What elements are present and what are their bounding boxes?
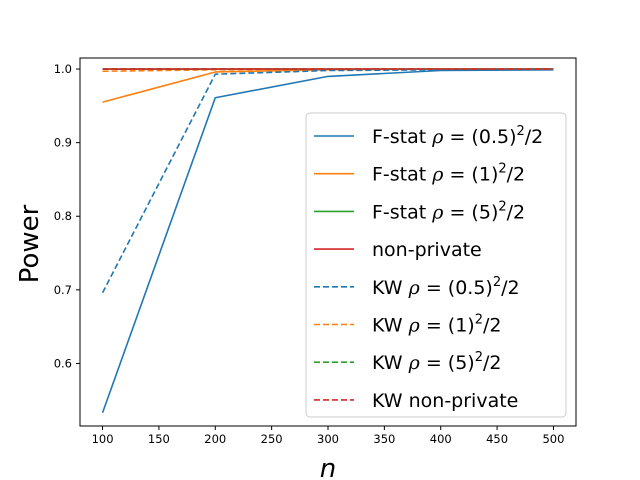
x-tick-label: 250 [261,432,283,446]
legend-frame [305,112,567,418]
x-tick-label: 100 [92,432,114,446]
legend-label-4: KW ρ = (0.5)2/2 [372,275,520,299]
series-line-4 [101,68,554,294]
legend-label-2: F-stat ρ = (5)2/2 [372,199,525,223]
legend-label-0: F-stat ρ = (0.5)2/2 [372,124,543,148]
legend-label-6: KW ρ = (5)2/2 [372,350,501,374]
legend-label-7: KW non-private [372,390,518,412]
legend-label-5: KW ρ = (1)2/2 [372,313,501,337]
legend: F-stat ρ = (0.5)2/2 F-stat ρ = (1)2/2 F-st… [305,112,567,418]
y-tick-label: 0.7 [54,283,72,297]
y-tick-label: 0.6 [54,356,72,370]
x-tick-label: 400 [430,432,452,446]
x-tick-label: 200 [204,432,226,446]
axes-layer: 100 150 200 250 300 350 400 450 500 0.6 0.7 0.8 0.9 1… [54,57,577,446]
x-tick-label: 350 [373,432,395,446]
series-layer [101,68,554,414]
legend-label-3: non-private [372,239,482,261]
y-tick-label: 0.8 [54,209,72,223]
y-tick-label: 1.0 [54,62,72,76]
legend-label-1: F-stat ρ = (1)2/2 [372,162,525,186]
x-tick-label: 150 [148,432,170,446]
x-tick-label: 500 [542,432,564,446]
y-axis-title: Power [15,204,45,283]
y-tick-label: 0.9 [54,136,72,150]
x-tick-label: 450 [486,432,508,446]
x-axis-title: n [320,454,336,480]
x-tick-label: 300 [317,432,339,446]
